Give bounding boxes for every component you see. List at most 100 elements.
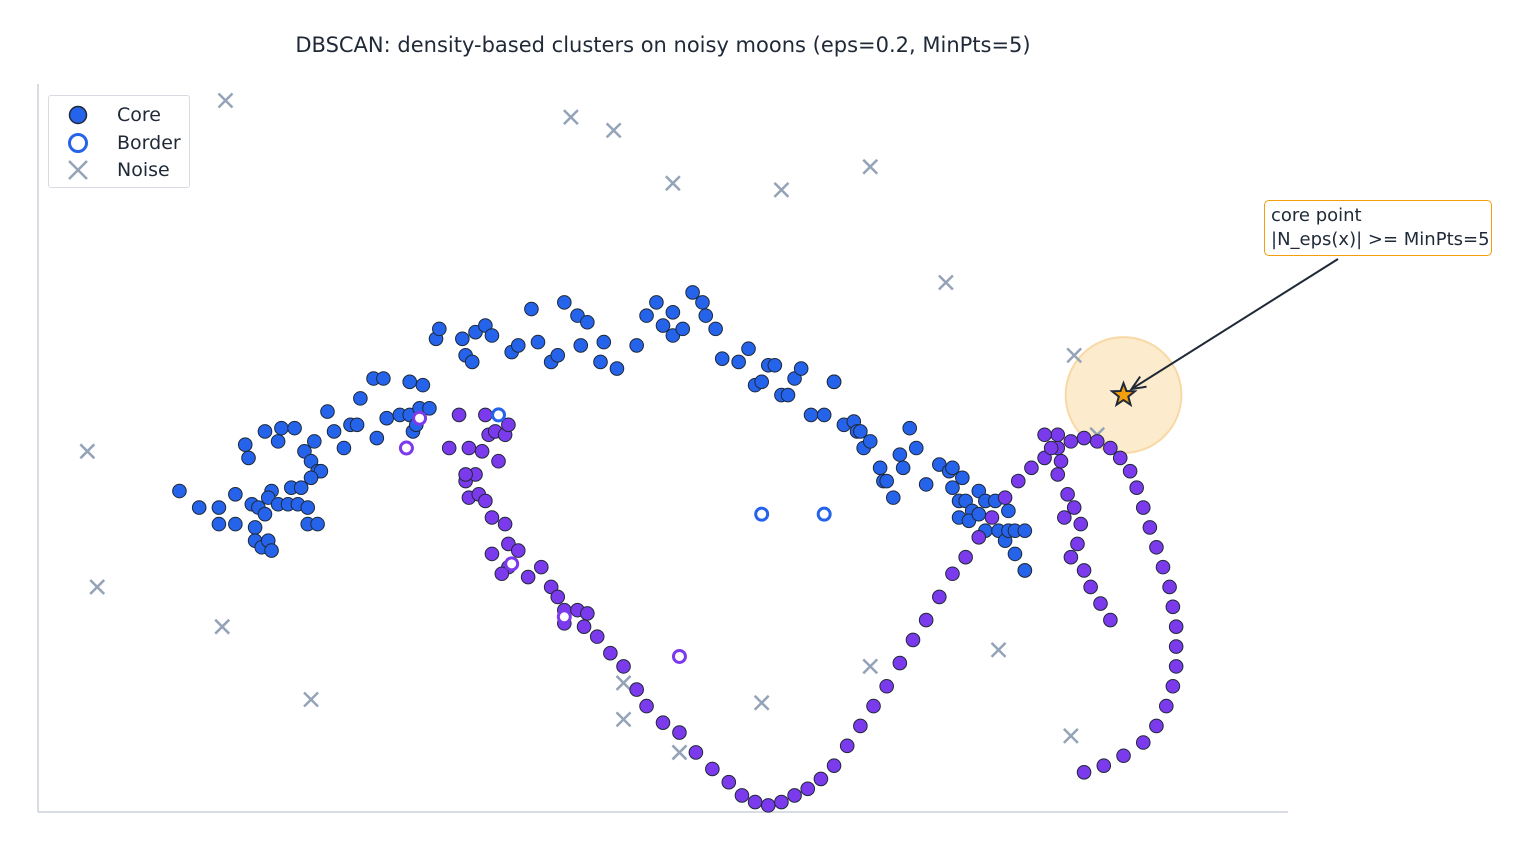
cluster-0-core-point-90 [754, 374, 769, 390]
noise-point-1 [563, 109, 579, 125]
cluster-0-core-point-51 [422, 400, 437, 416]
cluster-0-core-point-109 [879, 473, 894, 489]
cluster-1-core-point-68 [1076, 430, 1092, 446]
cluster-1-border-point-3 [556, 609, 572, 625]
cluster-0-core-point-43 [376, 371, 391, 386]
cluster-1-core-point-29 [580, 606, 595, 621]
noise-point-12 [303, 691, 319, 708]
cluster-0-core-point-58 [464, 354, 480, 370]
cluster-1-core-point-94 [1073, 516, 1089, 532]
cluster-0-core-point-25 [241, 450, 256, 466]
cluster-0-core-point-118 [945, 460, 960, 476]
noise-point-stroke [1063, 728, 1079, 744]
cluster-1-core-point-14 [474, 444, 490, 459]
cluster-0-core-point-100 [826, 374, 842, 390]
cluster-0-core-point-0 [172, 483, 187, 499]
cluster-0-core-point-81 [675, 321, 691, 337]
cluster-0-core-point-114 [908, 440, 924, 456]
cluster-1-core-point-101 [1103, 612, 1118, 628]
cluster-0-core-point-75 [629, 338, 644, 353]
cluster-1-core-point-64 [1024, 460, 1039, 476]
cluster-1-core-point-90 [1053, 453, 1069, 469]
cluster-0-core-point-37 [326, 424, 342, 439]
cluster-1-core-point-8 [484, 546, 500, 562]
cluster-0-core-point-111 [892, 447, 908, 462]
cluster-0-core-point-65 [530, 334, 546, 350]
cluster-1-core-point-79 [1165, 599, 1181, 615]
cluster-1-core-point-77 [1155, 559, 1171, 575]
cluster-1-core-point-5 [478, 493, 493, 509]
noise-point-9 [79, 443, 96, 460]
cluster-0-core-point-26 [257, 424, 273, 439]
cluster-1-core-point-72 [1122, 463, 1138, 479]
noise-point-stroke [217, 92, 234, 109]
cluster-1-core-point-100 [1093, 596, 1108, 611]
cluster-0-core-point-107 [872, 460, 888, 476]
cluster-0-core-point-85 [708, 321, 723, 337]
cluster-1-core-point-34 [616, 659, 631, 674]
cluster-0-core-point-80 [665, 305, 681, 320]
cluster-1-core-point-76 [1149, 539, 1164, 555]
annotation-arrow-head [1129, 375, 1147, 391]
cluster-1-core-point-88 [1096, 758, 1112, 773]
cluster-0-core-point-29 [287, 420, 302, 436]
cluster-0-core-point-71 [580, 314, 595, 330]
cluster-0-core-point-87 [731, 354, 746, 370]
cluster-1-core-point-75 [1142, 520, 1158, 535]
cluster-1-core-point-45 [774, 794, 789, 810]
cluster-1-core-point-36 [639, 698, 654, 714]
cluster-0-core-point-112 [895, 460, 911, 476]
cluster-1-core-point-83 [1165, 678, 1181, 694]
cluster-1-core-point-16 [478, 407, 493, 423]
cluster-0-core-point-1 [191, 500, 207, 515]
cluster-0-core-point-86 [714, 351, 730, 366]
noise-point-18 [753, 694, 770, 711]
cluster-1-core-point-56 [918, 612, 934, 628]
cluster-1-core-point-23 [520, 569, 536, 585]
cluster-1-core-point-69 [1089, 434, 1105, 449]
cluster-1-core-point-74 [1135, 500, 1151, 515]
cluster-0-core-point-68 [557, 295, 572, 310]
hollow-circle-icon [68, 133, 88, 153]
cluster-0-border-point-2 [816, 506, 832, 522]
cluster-0-core-point-78 [655, 318, 671, 333]
cluster-0-core-point-28 [274, 420, 289, 436]
cluster-0-border-point-1 [754, 506, 770, 522]
cluster-0-core-point-63 [510, 338, 526, 353]
noise-point-5 [862, 158, 879, 175]
cluster-0-core-point-40 [349, 417, 365, 433]
noise-point-19 [671, 744, 688, 761]
cluster-1-core-point-61 [984, 510, 1000, 525]
cluster-1-core-point-42 [734, 788, 750, 803]
cluster-0-core-point-84 [698, 308, 714, 323]
cluster-1-core-point-50 [839, 738, 855, 754]
filled-circle-icon [68, 105, 88, 125]
annotation-callout: core point |N_eps(x)| >= MinPts=5 [1264, 200, 1492, 256]
cluster-0-core-point-13 [293, 480, 309, 496]
noise-point-13 [615, 675, 632, 691]
cluster-0-core-point-19 [247, 520, 263, 535]
cluster-1-core-point-73 [1129, 480, 1144, 496]
cluster-0-core-point-3 [228, 487, 243, 502]
cluster-1-core-point-95 [1057, 510, 1072, 525]
cluster-0-core-point-94 [780, 387, 796, 403]
noise-point-stroke [753, 694, 770, 711]
cluster-1-core-point-41 [721, 774, 737, 790]
cluster-1-core-point-81 [1168, 639, 1184, 654]
noise-point-stroke [563, 109, 579, 125]
annotation-line-2: |N_eps(x)| >= MinPts=5 [1271, 229, 1490, 250]
legend-label-noise: Noise [117, 159, 170, 181]
noise-point-stroke [1066, 347, 1083, 364]
noise-point-stroke [89, 579, 106, 595]
noise-point-3 [664, 175, 681, 192]
x-mark-icon [68, 160, 88, 180]
cluster-0-core-point-139 [1017, 523, 1033, 539]
cluster-0-core-point-6 [257, 506, 273, 522]
cluster-0-core-point-115 [918, 477, 934, 492]
cluster-0-core-point-73 [596, 334, 612, 350]
cluster-1-core-point-26 [550, 589, 566, 605]
cluster-0-core-point-92 [767, 357, 783, 373]
cluster-1-core-point-53 [879, 678, 894, 694]
cluster-1-core-point-96 [1070, 536, 1085, 552]
cluster-1-core-point-98 [1076, 563, 1092, 578]
